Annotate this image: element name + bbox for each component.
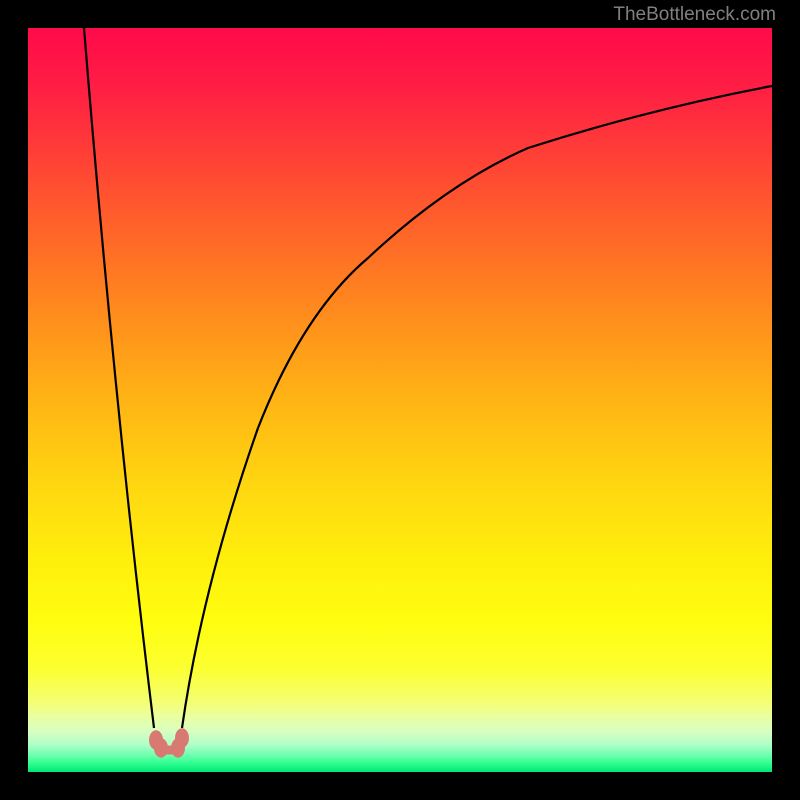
watermark-text: TheBottleneck.com [613,4,776,26]
chart-plot-area [28,28,772,772]
chart-container: TheBottleneck.com [0,0,800,800]
bottleneck-curve [28,28,772,772]
